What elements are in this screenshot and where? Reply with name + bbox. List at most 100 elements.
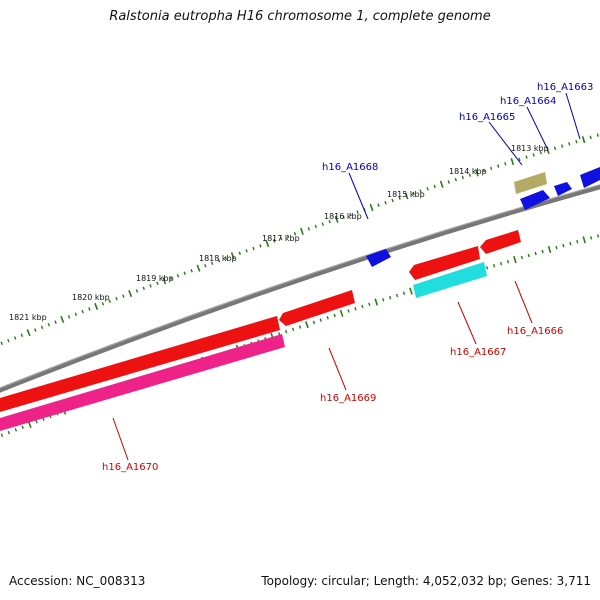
- minor-tick: [47, 322, 51, 327]
- cyan-feature[interactable]: [413, 262, 487, 298]
- minor-tick: [238, 251, 241, 256]
- minor-tick: [520, 255, 523, 260]
- gene-h16-a1665-feature[interactable]: [520, 190, 550, 210]
- minor-tick: [562, 243, 565, 248]
- minor-tick: [382, 298, 385, 302]
- minor-tick: [217, 258, 221, 263]
- minor-tick: [384, 201, 387, 205]
- minor-tick: [518, 157, 521, 162]
- minor-tick: [286, 234, 290, 238]
- gene-labels: h16_A1663 h16_A1664 h16_A1665 h16_A1668 …: [102, 82, 593, 473]
- minor-tick: [468, 173, 472, 177]
- minor-tick: [284, 329, 288, 334]
- major-tick: [265, 239, 270, 248]
- gene-label-h16-a1669[interactable]: h16_A1669: [320, 393, 376, 404]
- gene-label-h16-a1665[interactable]: h16_A1665: [459, 112, 515, 123]
- minor-tick: [492, 264, 496, 268]
- minor-tick: [555, 245, 558, 250]
- major-tick: [339, 309, 344, 317]
- label-leader-lines: [112, 92, 581, 461]
- gene-label-h16-a1666[interactable]: h16_A1666: [507, 326, 563, 337]
- major-tick: [581, 135, 586, 144]
- minor-tick: [122, 294, 125, 298]
- minor-tick: [273, 239, 276, 243]
- gene-h16-a1666-feature[interactable]: [480, 230, 521, 254]
- leader-line-h16-a1669: [328, 347, 347, 391]
- minor-tick: [291, 327, 295, 332]
- scale-label: 1816 kbp: [324, 212, 362, 221]
- minor-tick: [482, 168, 486, 173]
- gene-h16-a1668-feature[interactable]: [366, 249, 391, 267]
- gene-label-h16-a1670[interactable]: h16_A1670: [102, 462, 158, 473]
- pink-feature[interactable]: [0, 334, 285, 431]
- scale-label: 1813 kbp: [511, 144, 549, 153]
- major-tick: [196, 264, 201, 272]
- gene-h16-a1664-feature[interactable]: [554, 182, 572, 196]
- minor-tick: [539, 150, 542, 155]
- accession-text: Accession: NC_008313: [9, 574, 146, 588]
- major-tick: [439, 180, 444, 188]
- gene-label-h16-a1663[interactable]: h16_A1663: [537, 82, 593, 93]
- minor-tick: [14, 428, 18, 432]
- genome-summary-text: Topology: circular; Length: 4,052,032 bp…: [261, 574, 591, 588]
- minor-tick: [398, 196, 401, 200]
- minor-tick: [252, 246, 255, 251]
- major-tick: [94, 302, 99, 310]
- minor-tick: [532, 153, 535, 157]
- gene-label-h16-a1668[interactable]: h16_A1668: [322, 162, 378, 173]
- minor-tick: [156, 281, 159, 286]
- minor-tick: [527, 253, 530, 258]
- minor-tick: [368, 302, 371, 307]
- scale-label: 1815 kbp: [387, 190, 425, 199]
- minor-tick: [506, 259, 510, 264]
- minor-tick: [489, 166, 493, 171]
- gene-h16-a1669-feature[interactable]: [279, 290, 355, 326]
- minor-tick: [561, 144, 564, 148]
- minor-tick: [312, 320, 316, 325]
- gene-h16-a1667-feature[interactable]: [409, 246, 480, 280]
- minor-tick: [447, 180, 450, 184]
- major-tick: [547, 245, 552, 254]
- gene-label-h16-a1667[interactable]: h16_A1667: [450, 347, 506, 358]
- minor-tick: [135, 289, 139, 293]
- scale-label: 1820 kbp: [72, 293, 110, 302]
- minor-tick: [183, 271, 186, 275]
- gene-h16-a1663-feature[interactable]: [580, 167, 600, 188]
- minor-tick: [67, 315, 71, 319]
- gene-label-h16-a1664[interactable]: h16_A1664: [500, 96, 556, 107]
- major-tick: [128, 290, 133, 298]
- minor-tick: [176, 274, 180, 278]
- minor-tick: [356, 210, 359, 214]
- minor-tick: [575, 139, 578, 144]
- olive-feature[interactable]: [514, 172, 547, 194]
- major-tick: [26, 329, 31, 337]
- gene-h16-a1670-feature[interactable]: [0, 316, 280, 412]
- minor-tick: [391, 198, 394, 203]
- minor-tick: [0, 341, 3, 346]
- scale-label: 1814 kbp: [449, 167, 487, 176]
- minor-tick: [298, 325, 302, 329]
- outer-scale-ticks: [0, 133, 599, 346]
- minor-tick: [101, 302, 105, 306]
- minor-tick: [326, 316, 329, 320]
- minor-tick: [21, 425, 24, 429]
- minor-tick: [347, 309, 350, 313]
- minor-tick: [454, 177, 457, 182]
- minor-tick: [333, 313, 336, 318]
- minor-tick: [54, 320, 57, 324]
- minor-tick: [553, 146, 557, 151]
- major-tick: [409, 287, 413, 295]
- minor-tick: [319, 318, 322, 322]
- leader-line-h16-a1670: [112, 417, 129, 461]
- major-tick: [374, 298, 379, 306]
- scale-label: 1821 kbp: [9, 313, 47, 322]
- leader-line-h16-a1668: [348, 172, 369, 220]
- minor-tick: [596, 133, 599, 137]
- minor-tick: [20, 333, 24, 338]
- minor-tick: [354, 307, 357, 311]
- minor-tick: [81, 309, 84, 314]
- minor-tick: [108, 299, 111, 304]
- major-tick: [162, 277, 167, 285]
- leader-line-h16-a1665: [488, 121, 523, 166]
- minor-tick: [576, 240, 579, 244]
